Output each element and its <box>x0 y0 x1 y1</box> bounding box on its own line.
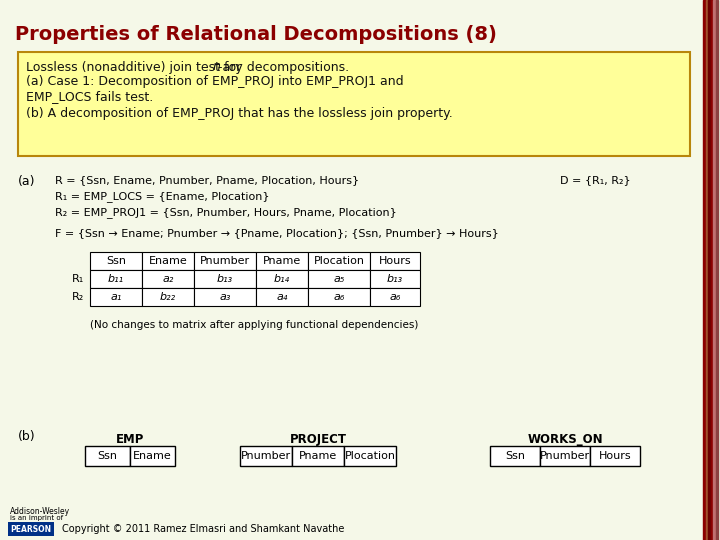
Bar <box>370 270 420 288</box>
Text: (a): (a) <box>18 175 35 188</box>
Bar <box>90 288 142 306</box>
Text: Hours: Hours <box>599 451 631 461</box>
Text: PROJECT: PROJECT <box>289 433 346 446</box>
Bar <box>308 288 370 306</box>
Bar <box>194 270 256 288</box>
Text: a₅: a₅ <box>333 274 345 284</box>
Bar <box>370 288 420 306</box>
Bar <box>194 288 256 306</box>
Text: (a) Case 1: Decomposition of EMP_PROJ into EMP_PROJ1 and: (a) Case 1: Decomposition of EMP_PROJ in… <box>26 76 404 89</box>
Bar <box>256 288 308 306</box>
Text: a₃: a₃ <box>220 292 230 302</box>
Bar <box>85 446 130 466</box>
Text: a₆: a₆ <box>390 292 401 302</box>
Bar <box>540 446 590 466</box>
Text: a₂: a₂ <box>162 274 174 284</box>
Text: b₁₃: b₁₃ <box>387 274 403 284</box>
Bar <box>716 0 718 540</box>
Text: b₁₄: b₁₄ <box>274 274 290 284</box>
Text: Pname: Pname <box>299 451 337 461</box>
Bar <box>370 252 420 270</box>
Bar <box>142 288 194 306</box>
Text: R₂ = EMP_PROJ1 = {Ssn, Pnumber, Hours, Pname, Plocation}: R₂ = EMP_PROJ1 = {Ssn, Pnumber, Hours, P… <box>55 207 397 218</box>
Text: Copyright © 2011 Ramez Elmasri and Shamkant Navathe: Copyright © 2011 Ramez Elmasri and Shamk… <box>62 524 344 534</box>
Bar <box>708 0 711 540</box>
Bar <box>130 446 175 466</box>
Bar <box>590 446 640 466</box>
Text: (b) A decomposition of EMP_PROJ that has the lossless join property.: (b) A decomposition of EMP_PROJ that has… <box>26 106 453 119</box>
Text: R₂: R₂ <box>72 292 84 302</box>
Text: (b): (b) <box>18 430 35 443</box>
Bar <box>490 446 540 466</box>
Bar <box>344 446 396 466</box>
Bar <box>142 252 194 270</box>
Text: a₆: a₆ <box>333 292 345 302</box>
Text: Lossless (nonadditive) join test for: Lossless (nonadditive) join test for <box>26 60 246 73</box>
Text: R₁: R₁ <box>72 274 84 284</box>
Bar <box>240 446 292 466</box>
Text: Pnumber: Pnumber <box>540 451 590 461</box>
Text: is an imprint of: is an imprint of <box>10 515 63 521</box>
Text: n: n <box>213 60 221 73</box>
Bar <box>142 270 194 288</box>
Text: EMP: EMP <box>116 433 144 446</box>
Bar <box>703 0 706 540</box>
Bar <box>90 270 142 288</box>
Text: R₁ = EMP_LOCS = {Ename, Plocation}: R₁ = EMP_LOCS = {Ename, Plocation} <box>55 191 269 202</box>
Text: D = {R₁, R₂}: D = {R₁, R₂} <box>560 175 631 185</box>
Text: Pname: Pname <box>263 256 301 266</box>
Bar <box>256 270 308 288</box>
Bar <box>308 270 370 288</box>
Bar <box>706 0 708 540</box>
Text: Plocation: Plocation <box>344 451 395 461</box>
Text: a₁: a₁ <box>110 292 122 302</box>
Text: Pnumber: Pnumber <box>200 256 250 266</box>
Text: PEARSON: PEARSON <box>10 524 52 534</box>
Text: F = {Ssn → Ename; Pnumber → {Pname, Plocation}; {Ssn, Pnumber} → Hours}: F = {Ssn → Ename; Pnumber → {Pname, Ploc… <box>55 228 499 238</box>
Text: a₄: a₄ <box>276 292 288 302</box>
Bar <box>8 522 54 536</box>
Text: WORKS_ON: WORKS_ON <box>527 433 603 446</box>
Text: Ssn: Ssn <box>505 451 525 461</box>
Text: Hours: Hours <box>379 256 411 266</box>
Text: b₁₁: b₁₁ <box>108 274 124 284</box>
Bar <box>90 252 142 270</box>
Bar <box>292 446 344 466</box>
Bar <box>256 252 308 270</box>
FancyBboxPatch shape <box>18 52 690 156</box>
Text: b₂₂: b₂₂ <box>160 292 176 302</box>
Bar <box>711 0 713 540</box>
Text: EMP_LOCS fails test.: EMP_LOCS fails test. <box>26 91 153 104</box>
Bar <box>194 252 256 270</box>
Bar <box>308 252 370 270</box>
Text: Pnumber: Pnumber <box>241 451 291 461</box>
Text: Properties of Relational Decompositions (8): Properties of Relational Decompositions … <box>15 25 497 44</box>
Text: R = {Ssn, Ename, Pnumber, Pname, Plocation, Hours}: R = {Ssn, Ename, Pnumber, Pname, Plocati… <box>55 175 359 185</box>
Bar <box>713 0 716 540</box>
Text: Addison-Wesley: Addison-Wesley <box>10 507 70 516</box>
Text: (No changes to matrix after applying functional dependencies): (No changes to matrix after applying fun… <box>90 320 418 330</box>
Text: Plocation: Plocation <box>313 256 364 266</box>
Text: b₁₃: b₁₃ <box>217 274 233 284</box>
Text: -ary decompositions.: -ary decompositions. <box>218 60 349 73</box>
Text: Ename: Ename <box>133 451 172 461</box>
Text: Ename: Ename <box>148 256 187 266</box>
Text: Ssn: Ssn <box>97 451 117 461</box>
Text: Ssn: Ssn <box>106 256 126 266</box>
